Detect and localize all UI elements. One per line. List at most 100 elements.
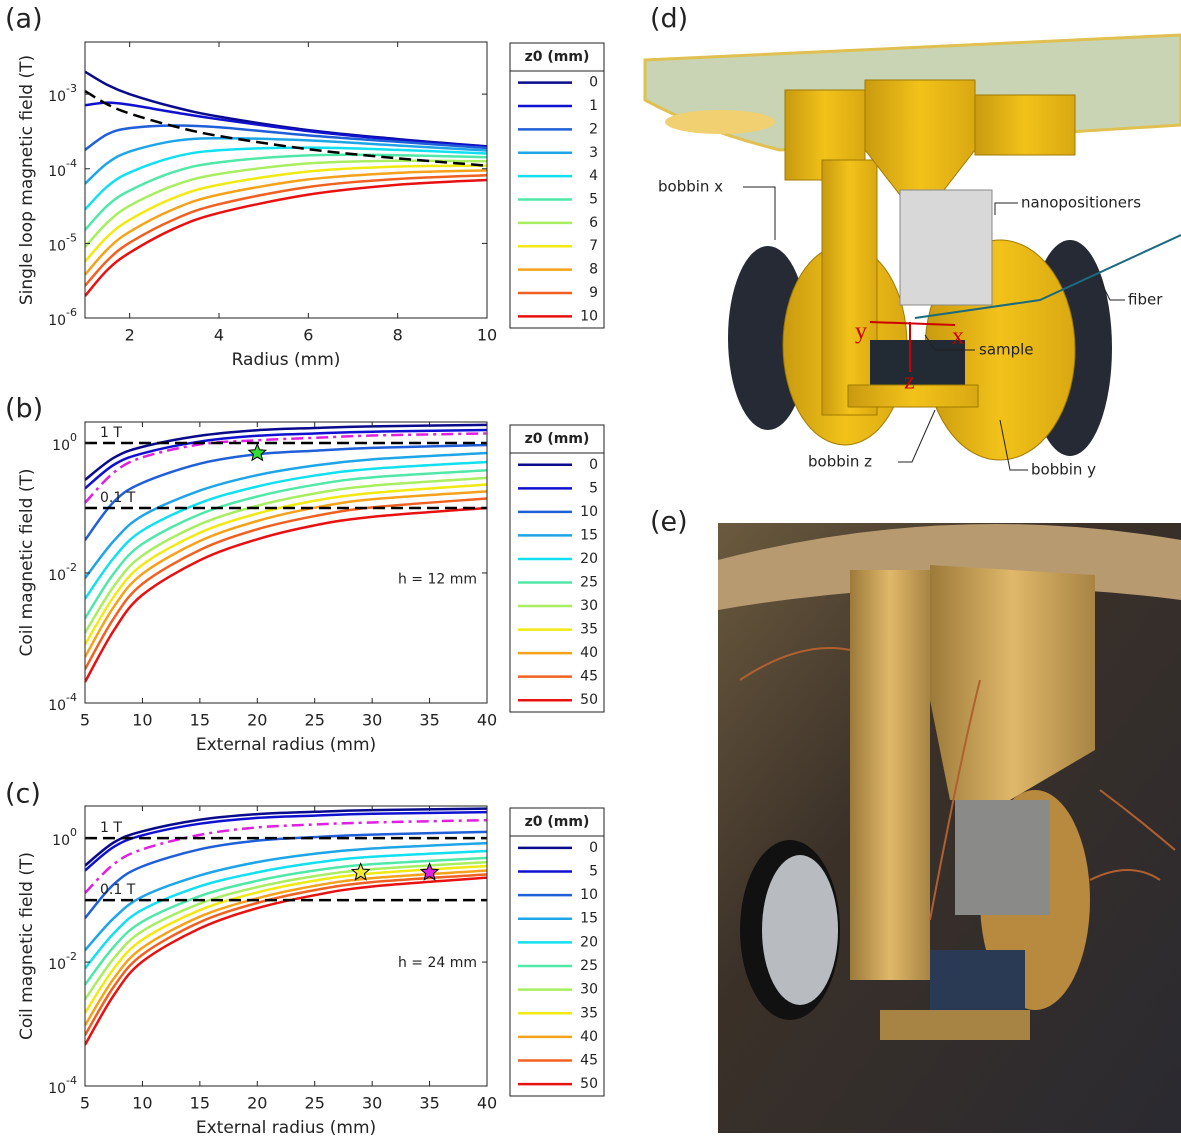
legend-label: 9 <box>589 285 598 301</box>
axis-letter: x <box>952 324 964 350</box>
legend-label: 15 <box>580 911 598 927</box>
x-tick-label: 35 <box>419 1094 439 1113</box>
legend-label: 15 <box>580 527 598 543</box>
x-tick-label: 8 <box>393 326 403 345</box>
legend-label: 30 <box>580 598 598 614</box>
legend-label: 0 <box>589 840 598 856</box>
x-tick-label: 2 <box>125 326 135 345</box>
bobbin-z <box>870 340 965 388</box>
diagram: (d) y x z bobbin x nanopositioners fiber… <box>645 4 1181 479</box>
legend-label: 45 <box>580 1053 598 1069</box>
legend-label: 8 <box>589 262 598 278</box>
figure: (d) y x z bobbin x nanopositioners fiber… <box>0 0 1181 1142</box>
y-tick-exponent: -4 <box>66 691 77 704</box>
panel-label: (c) <box>5 779 41 810</box>
x-tick-label: 5 <box>80 1094 90 1113</box>
y-tick-base: 10 <box>48 957 66 973</box>
legend-label: 5 <box>589 863 598 879</box>
diagram-label: sample <box>979 341 1034 359</box>
x-tick-label: 15 <box>190 711 210 730</box>
y-axis-label: Single loop magnetic field (T) <box>17 55 37 305</box>
y-tick-exponent: -6 <box>66 306 77 319</box>
y-tick-base: 10 <box>52 438 70 454</box>
y-tick-exponent: 0 <box>70 826 77 839</box>
y-tick-label: 100 <box>52 826 77 849</box>
x-tick-label: 35 <box>419 711 439 730</box>
legend-label: 50 <box>580 1076 598 1092</box>
legend-label: 20 <box>580 934 598 950</box>
legend-label: 40 <box>580 645 598 661</box>
y-tick-label: 10-5 <box>48 231 77 254</box>
legend-label: 10 <box>580 308 598 324</box>
x-axis-label: External radius (mm) <box>196 1118 376 1138</box>
x-tick-label: 15 <box>190 1094 210 1113</box>
x-axis-label: Radius (mm) <box>232 350 341 370</box>
legend-label: 30 <box>580 982 598 998</box>
y-tick-label: 10-6 <box>48 306 77 329</box>
x-tick-label: 5 <box>80 711 90 730</box>
photo-nanopositioner <box>955 800 1050 915</box>
y-tick-label: 10-4 <box>48 691 77 714</box>
bracket <box>975 95 1075 155</box>
y-tick-label: 10-4 <box>48 157 77 180</box>
legend-label: 3 <box>589 145 598 161</box>
page: (d) y x z bobbin x nanopositioners fiber… <box>0 0 1181 1142</box>
bracket <box>822 160 877 415</box>
y-tick-base: 10 <box>48 238 66 254</box>
x-tick-label: 20 <box>247 1094 267 1113</box>
legend-label: 10 <box>580 887 598 903</box>
photo-bobbin-z <box>930 950 1025 1020</box>
y-tick-exponent: 0 <box>70 431 77 444</box>
diagram-label: bobbin y <box>1031 461 1096 479</box>
legend-label: 5 <box>589 192 598 208</box>
legend-label: 5 <box>589 480 598 496</box>
y-tick-base: 10 <box>48 89 66 105</box>
reference-label: 0.1 T <box>100 882 136 898</box>
x-tick-label: 40 <box>477 711 497 730</box>
y-tick-exponent: -2 <box>66 561 77 574</box>
legend-label: 6 <box>589 215 598 231</box>
x-tick-label: 40 <box>477 1094 497 1113</box>
legend-label: 1 <box>589 98 598 114</box>
y-axis-label: Coil magnetic field (T) <box>17 852 37 1040</box>
legend-label: 4 <box>589 168 598 184</box>
diagram-label: bobbin z <box>808 453 872 471</box>
x-tick-label: 30 <box>362 1094 382 1113</box>
x-axis-label: External radius (mm) <box>196 735 376 755</box>
y-tick-base: 10 <box>48 698 66 714</box>
legend-label: 25 <box>580 575 598 591</box>
y-axis-label: Coil magnetic field (T) <box>17 469 37 657</box>
y-tick-base: 10 <box>48 313 66 329</box>
bracket <box>865 80 975 195</box>
diagram-label: fiber <box>1128 291 1163 309</box>
photo: (e) <box>650 507 1181 1134</box>
y-tick-exponent: -5 <box>66 231 77 244</box>
legend-label: 45 <box>580 669 598 685</box>
legend-label: 50 <box>580 692 598 708</box>
legend-title: z0 (mm) <box>525 431 590 447</box>
y-tick-exponent: -4 <box>66 157 77 170</box>
legend-label: 0 <box>589 457 598 473</box>
reference-label: 0.1 T <box>100 490 136 506</box>
y-tick-base: 10 <box>48 568 66 584</box>
photo-bracket <box>850 570 930 980</box>
nanopositioner <box>900 190 992 305</box>
y-tick-label: 10-4 <box>48 1074 77 1097</box>
chart: 51015202530354010-410-21001 T0.1 Th = 12… <box>5 394 604 756</box>
panel-label: (e) <box>650 507 688 538</box>
legend-label: 40 <box>580 1029 598 1045</box>
plate-hole <box>665 110 775 134</box>
legend-label: 10 <box>580 504 598 520</box>
y-tick-label: 10-3 <box>48 82 77 105</box>
legend-label: 2 <box>589 121 598 137</box>
legend-label: 35 <box>580 1005 598 1021</box>
y-tick-base: 10 <box>52 833 70 849</box>
x-tick-label: 4 <box>214 326 224 345</box>
x-tick-label: 30 <box>362 711 382 730</box>
y-tick-label: 10-2 <box>48 950 77 973</box>
x-tick-label: 10 <box>477 326 497 345</box>
x-tick-label: 25 <box>305 711 325 730</box>
legend-title: z0 (mm) <box>525 814 590 830</box>
legend-label: 20 <box>580 551 598 567</box>
